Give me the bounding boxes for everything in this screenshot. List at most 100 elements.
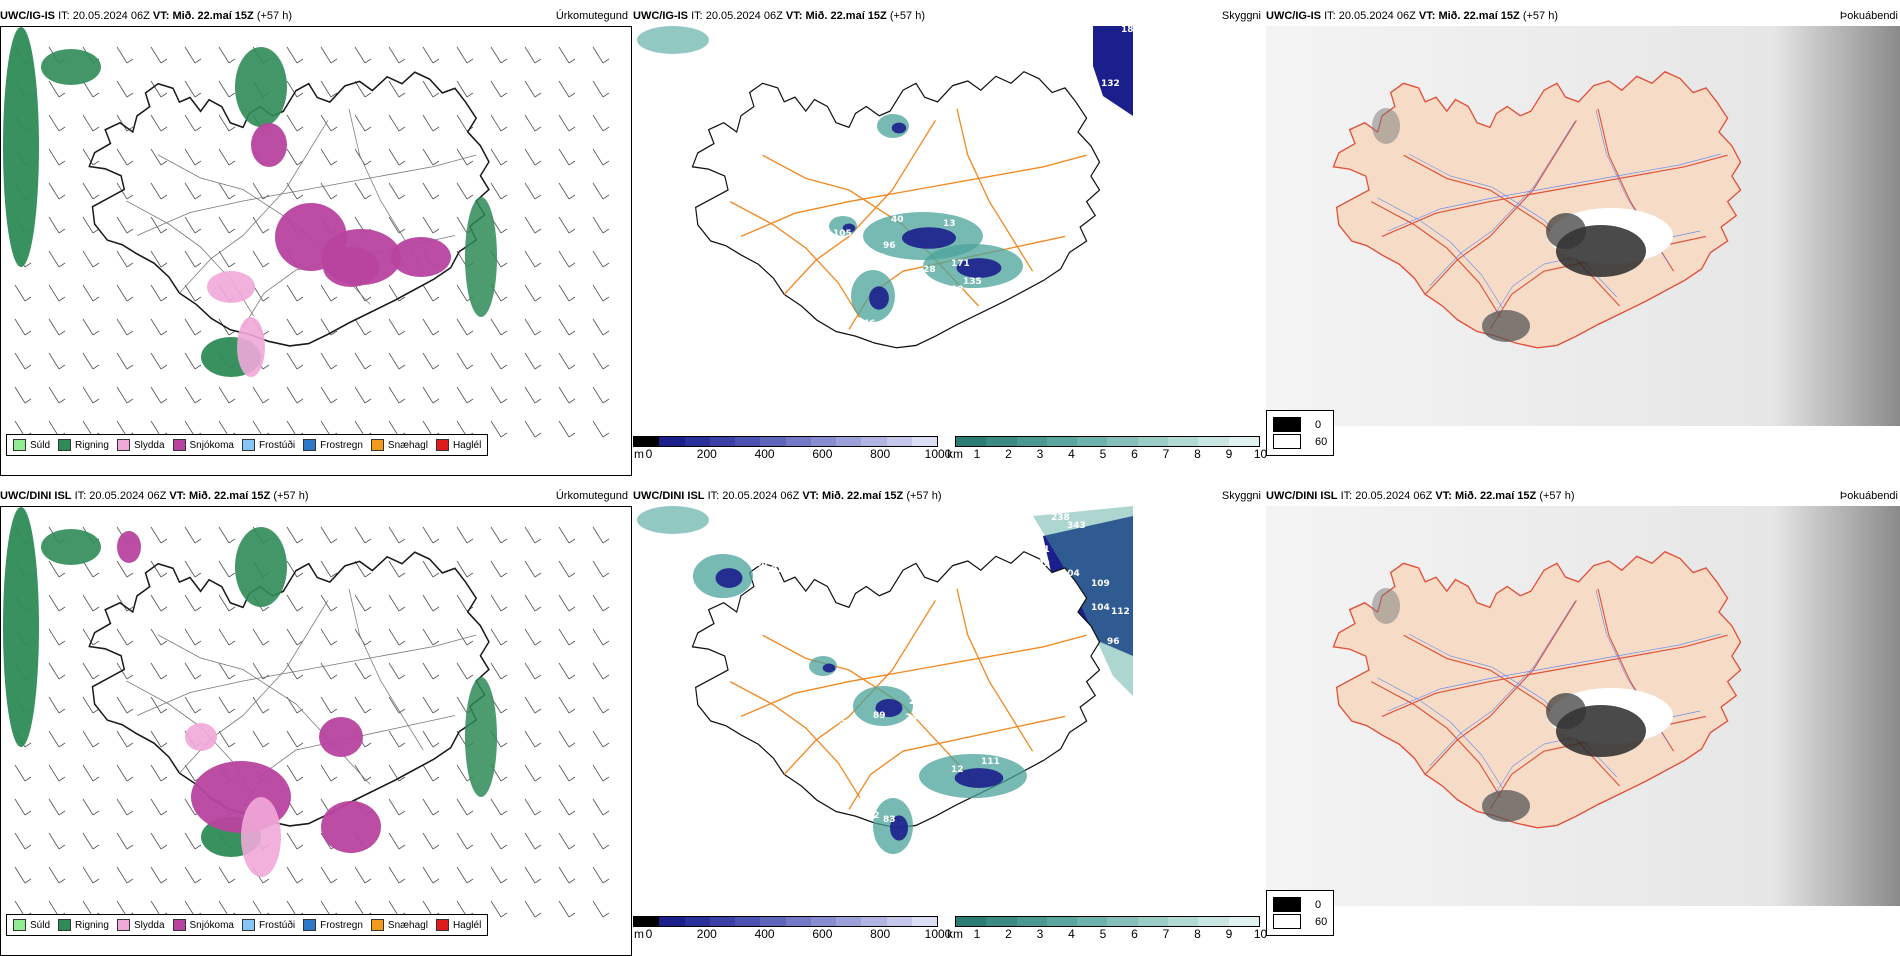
legend-label: Rigning xyxy=(75,919,109,931)
init-time: 20.05.2024 06Z xyxy=(1355,490,1433,502)
init-time: 20.05.2024 06Z xyxy=(1338,10,1416,22)
model-name: UWC/IG-IS xyxy=(0,10,55,22)
legend-item: Rigning xyxy=(58,439,109,451)
fog-legend-label: 0 xyxy=(1315,898,1322,911)
cloud-unit: km xyxy=(947,927,963,941)
visibility-value: 132 xyxy=(1101,79,1120,89)
legend-item: Snæhagl xyxy=(370,919,428,931)
field-name: Þokuábendi xyxy=(1839,10,1898,22)
fog-legend-item: 0 xyxy=(1273,417,1327,432)
legend-label: Frostúði xyxy=(258,439,296,451)
visibility-value: 96 xyxy=(1107,637,1120,647)
legend-label: Slydda xyxy=(133,439,165,451)
cloud-tick: 3 xyxy=(1036,447,1044,461)
legend-swatch xyxy=(116,439,130,451)
cloud-tick: 5 xyxy=(1099,927,1107,941)
visibility-value: 12 xyxy=(951,765,964,775)
cloud-tick: 8 xyxy=(1194,927,1201,941)
visibility-value: 104 xyxy=(1061,569,1080,579)
visibility-panel: UWC/DINI ISL IT: 20.05.2024 06Z VT: Mið.… xyxy=(633,490,1267,950)
fog-legend-label: 60 xyxy=(1315,435,1328,448)
legend-item: Súld xyxy=(13,919,50,931)
legend-item: Snjókoma xyxy=(172,439,234,451)
legend-label: Frostregn xyxy=(320,439,363,451)
visibility-value: 142 xyxy=(869,351,888,361)
init-prefix: IT: xyxy=(1324,10,1336,22)
valid-prefix: VT: xyxy=(785,10,803,22)
legend-label: Frostúði xyxy=(258,919,296,931)
precip-type-legend: Súld Rigning Slydda Snjókoma Frostúði Frostre… xyxy=(6,434,489,456)
visibility-value: 265 xyxy=(1013,527,1032,537)
precip-type-map xyxy=(0,506,632,956)
cloud-colorbar: km 1 2 3 4 5 6 7 8 9 10 xyxy=(947,436,1267,461)
visibility-value: 54 xyxy=(923,319,936,329)
init-prefix: IT: xyxy=(1340,490,1353,502)
valid-prefix: VT: xyxy=(1418,10,1436,22)
legend-label: Snæhagl xyxy=(387,439,428,451)
cloud-tick: 5 xyxy=(1099,447,1107,461)
height-tick: 200 xyxy=(696,447,717,461)
legend-item: Frostúði xyxy=(241,439,296,451)
legend-item: Snjókoma xyxy=(172,919,234,931)
visibility-value: 136 xyxy=(933,285,952,295)
height-unit: m xyxy=(634,927,644,941)
height-colorbar: m 0 200 400 600 800 1000 xyxy=(633,436,951,461)
cloud-tick: 7 xyxy=(1162,927,1170,941)
legend-label: Slydda xyxy=(133,919,165,931)
precip-type-map xyxy=(0,26,632,476)
visibility-value: 88 xyxy=(755,559,768,569)
precip-type-panel: UWC/IG-IS IT: 20.05.2024 06Z VT: Mið. 22… xyxy=(0,10,632,476)
cloud-tick: 1 xyxy=(973,447,981,461)
height-tick: 200 xyxy=(696,927,717,941)
legend-swatch xyxy=(303,919,317,931)
cloud-tick: 9 xyxy=(1225,927,1233,941)
cloud-tick: 4 xyxy=(1068,927,1075,941)
model-name: UWC/IG-IS xyxy=(1266,10,1321,22)
visibility-value: 171 xyxy=(951,259,970,269)
visibility-value: 45 xyxy=(949,329,962,339)
model-name: UWC/DINI ISL xyxy=(1266,490,1338,502)
valid-time: Mið. 22.maí 15Z xyxy=(172,10,254,22)
height-tick: 400 xyxy=(754,927,775,941)
legend-label: Rigning xyxy=(75,439,109,451)
fog-legend-label: 0 xyxy=(1315,418,1322,431)
visibility-value: 46 xyxy=(863,319,876,329)
valid-time: Mið. 22.maí 15Z xyxy=(1454,490,1537,502)
visibility-value: 199 xyxy=(1031,559,1050,569)
visibility-value: 74 xyxy=(755,535,768,545)
legend-swatch xyxy=(303,439,317,451)
model-name: UWC/DINI ISL xyxy=(0,490,72,502)
visibility-value: 135 xyxy=(963,277,982,287)
height-tick: 1000 xyxy=(924,447,952,461)
height-tick: 0 xyxy=(645,447,653,461)
visibility-map: 187 132 40 13 105 98 96 28 171 136 92 135 54 45 46 78 61… xyxy=(633,26,1263,426)
panel-title: UWC/IG-IS IT: 20.05.2024 06Z VT: Mið. 22… xyxy=(1266,10,1558,22)
precip-type-panel: UWC/DINI ISL IT: 20.05.2024 06Z VT: Mið.… xyxy=(0,490,632,956)
field-name: Þokuábendi xyxy=(1839,490,1898,502)
height-tick: 600 xyxy=(812,927,833,941)
legend-swatch xyxy=(241,439,255,451)
legend-swatch xyxy=(13,919,26,931)
panel-title: UWC/DINI ISL IT: 20.05.2024 06Z VT: Mið.… xyxy=(1266,490,1575,502)
visibility-value: 238 xyxy=(1051,513,1070,523)
cloud-tick: 2 xyxy=(1005,447,1012,461)
height-tick: 400 xyxy=(754,447,775,461)
legend-swatch xyxy=(13,439,26,451)
fog-legend-item: 0 xyxy=(1273,897,1327,912)
visibility-value: 105 xyxy=(833,229,852,239)
init-time: 20.05.2024 06Z xyxy=(722,490,800,502)
panel-title: UWC/DINI ISL IT: 20.05.2024 06Z VT: Mið.… xyxy=(0,490,309,502)
height-colorbar: m 0 200 400 600 800 1000 xyxy=(633,916,951,941)
panel-title: UWC/IG-IS IT: 20.05.2024 06Z VT: Mið. 22… xyxy=(0,10,292,22)
panel-title: UWC/DINI ISL IT: 20.05.2024 06Z VT: Mið.… xyxy=(633,490,942,502)
valid-time: Mið. 22.maí 15Z xyxy=(805,10,887,22)
visibility-value: 89 xyxy=(873,711,886,721)
visibility-value: 72 xyxy=(867,811,880,821)
cloud-tick: 9 xyxy=(1225,447,1233,461)
legend-label: Haglél xyxy=(452,439,482,451)
legend-swatch xyxy=(370,919,384,931)
valid-prefix: VT: xyxy=(169,490,186,502)
visibility-value: 40 xyxy=(891,215,904,225)
height-tick: 800 xyxy=(870,927,891,941)
field-name: Úrkomutegund xyxy=(555,10,628,22)
